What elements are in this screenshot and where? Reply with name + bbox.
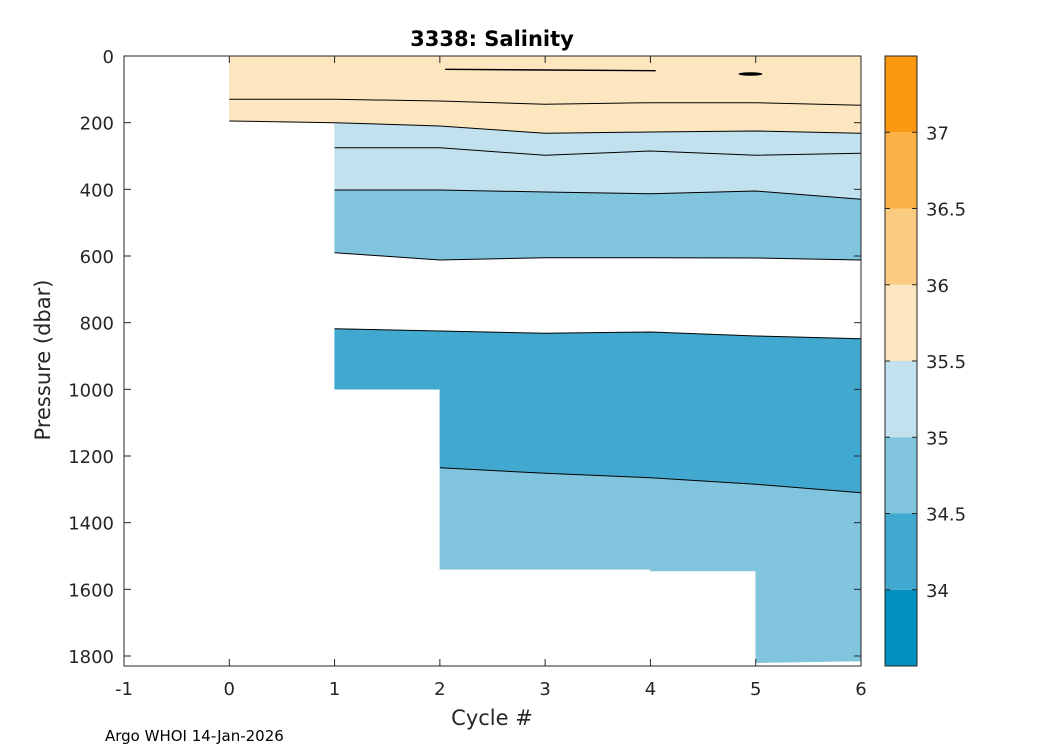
contour-surface-blob — [738, 72, 763, 76]
colorbar-band-35-35.5 — [885, 361, 917, 438]
y-tick-label: 1800 — [68, 647, 114, 668]
colorbar: 34 34.5 35 35.5 36 36.5 37 — [884, 55, 966, 667]
x-tick-label: 5 — [750, 679, 761, 700]
y-tick-label: 1200 — [68, 447, 114, 468]
x-tick-label: 3 — [539, 679, 550, 700]
fill-band-34.5-35-deep — [439, 467, 862, 663]
x-tick-label: 2 — [434, 679, 445, 700]
fill-band-34-34.5 — [334, 328, 862, 493]
colorbar-band-34-34.5 — [885, 513, 917, 590]
x-tick-label: -1 — [115, 679, 133, 700]
colorbar-tick-label: 36.5 — [926, 200, 966, 221]
colorbar-tick-label: 35.5 — [926, 352, 966, 373]
contour-line-35-2 — [334, 147, 862, 156]
x-tick-label: 0 — [224, 679, 235, 700]
plot-fill-layer — [229, 55, 862, 663]
y-axis: 0 200 400 600 800 1000 1200 1400 1600 1800 — [68, 47, 861, 668]
contour-line-34.5-5 — [334, 328, 862, 340]
y-tick-label: 200 — [80, 114, 114, 135]
y-tick-label: 600 — [80, 247, 114, 268]
contour-surface-fragment — [445, 68, 656, 72]
x-tick-label: 6 — [855, 679, 866, 700]
y-tick-label: 800 — [80, 314, 114, 335]
x-tick-label: 4 — [645, 679, 656, 700]
colorbar-tick-label: 34.5 — [926, 505, 966, 526]
chart-title: 3338: Salinity — [410, 27, 574, 51]
y-tick-label: 1400 — [68, 514, 114, 535]
contour-line-34.5-4 — [334, 252, 862, 261]
x-tick-label: 1 — [329, 679, 340, 700]
y-tick-label: 400 — [80, 180, 114, 201]
colorbar-band-34.5-35 — [885, 437, 917, 514]
y-tick-label: 0 — [103, 47, 114, 68]
contour-line-layer — [229, 68, 862, 494]
fill-band-35-35.5 — [334, 122, 862, 200]
contour-line-35-3 — [334, 189, 862, 200]
contour-line-35.5-1 — [229, 98, 862, 106]
fill-band-34.5-35-upper — [334, 189, 862, 261]
colorbar-band-35.5-36 — [885, 284, 917, 361]
x-axis-label: Cycle # — [451, 706, 533, 730]
y-axis-label: Pressure (dbar) — [31, 280, 55, 441]
y-tick-label: 1600 — [68, 580, 114, 601]
colorbar-tick-label: 36 — [926, 276, 949, 297]
colorbar-band-33.5-34 — [885, 589, 917, 666]
colorbar-band-36-36.5 — [885, 208, 917, 285]
fill-band-35.5-36 — [229, 55, 862, 134]
colorbar-tick-label: 35 — [926, 428, 949, 449]
plot-frame — [123, 55, 862, 667]
x-axis: -1 0 1 2 3 4 5 6 — [115, 56, 867, 700]
contour-line-34.5-6 — [439, 467, 862, 494]
colorbar-tick-label: 37 — [926, 123, 949, 144]
footer-credit: Argo WHOI 14-Jan-2026 — [105, 727, 284, 745]
colorbar-band-36.5-37 — [885, 132, 917, 209]
contour-line-35.5-0 — [229, 120, 862, 134]
y-tick-label: 1000 — [68, 380, 114, 401]
colorbar-tick-label: 34 — [926, 581, 949, 602]
colorbar-band-37-37.5 — [885, 56, 917, 133]
